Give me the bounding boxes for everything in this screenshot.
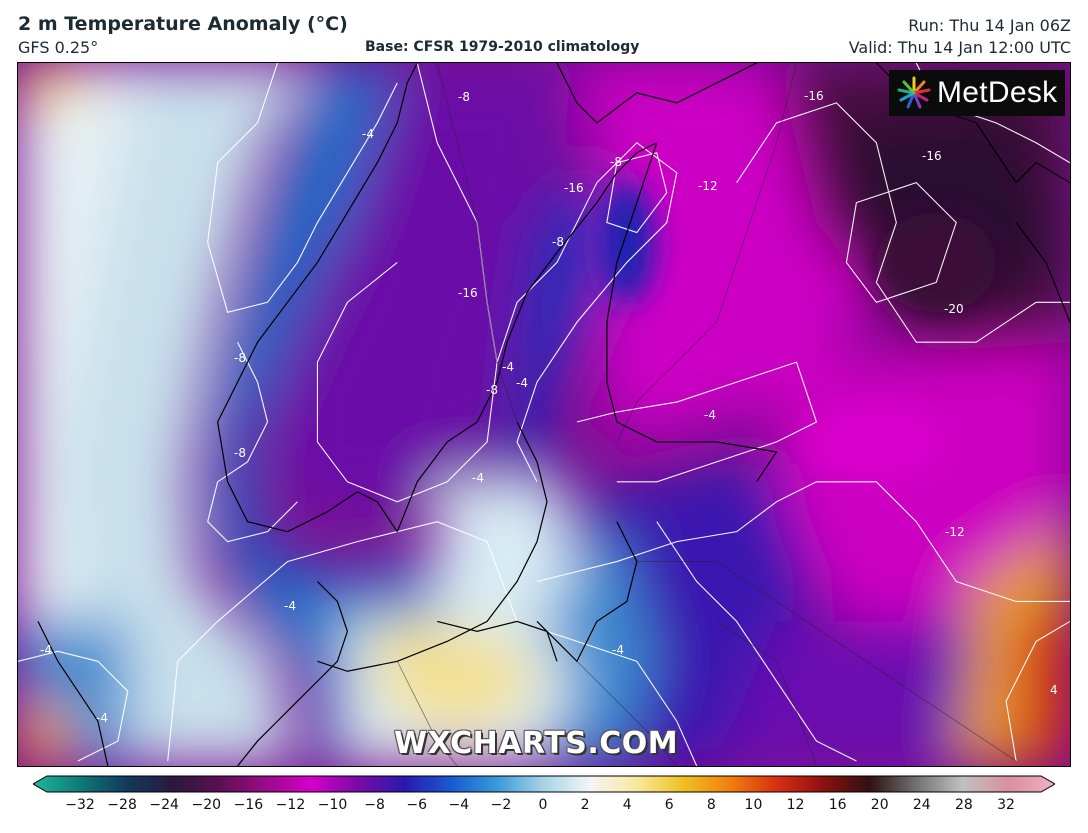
colorbar-tick-label: −28 xyxy=(107,797,137,813)
contour-label: -4 xyxy=(612,643,624,657)
anomaly-map: -8 -16 -4 -8 -16 -12 -16 -8 -16 -20 -8 -… xyxy=(17,62,1071,767)
colorbar-strip xyxy=(31,775,1057,793)
colorbar-tick-label: 6 xyxy=(664,797,674,813)
anomaly-field xyxy=(18,63,1070,766)
contour-label: -12 xyxy=(945,525,965,539)
colorbar-tick-label: −20 xyxy=(191,797,222,813)
contour-label: -4 xyxy=(284,599,296,613)
colorbar-tick-label: 8 xyxy=(706,797,716,813)
colorbar-tick-label: 16 xyxy=(828,797,847,813)
contour-label: -4 xyxy=(704,408,716,422)
metdesk-logo: MetDesk xyxy=(889,70,1065,116)
contour-label: -8 xyxy=(234,351,246,365)
colorbar-tick-label: −16 xyxy=(233,797,264,813)
colorbar-tick-label: 2 xyxy=(580,797,590,813)
colorbar-tick-label: 20 xyxy=(870,797,889,813)
colorbar-tick-label: −8 xyxy=(364,797,385,813)
contour-label: -8 xyxy=(458,90,470,104)
colorbar-tick-label: 24 xyxy=(912,797,931,813)
colorbar-tick-label: 32 xyxy=(997,797,1015,813)
colorbar-tick-label: −4 xyxy=(448,797,470,813)
colorbar-tick-label: 0 xyxy=(538,797,548,813)
model-name: GFS 0.25° xyxy=(18,38,99,57)
contour-label: -16 xyxy=(458,286,478,300)
contour-label: -16 xyxy=(564,181,584,195)
chart-title: 2 m Temperature Anomaly (°C) xyxy=(18,13,348,35)
colorbar-tick-label: 4 xyxy=(622,797,632,813)
wxcharts-watermark: WXCHARTS.COM xyxy=(394,726,679,761)
contour-label: -8 xyxy=(610,155,622,169)
metdesk-starburst-icon xyxy=(897,76,931,109)
contour-label: -4 xyxy=(516,376,528,390)
contour-label: -8 xyxy=(486,383,498,397)
contour-label: -8 xyxy=(552,235,564,249)
contour-label: -20 xyxy=(944,302,964,316)
colorbar-tick-label: 10 xyxy=(744,797,763,813)
colorbar-tick-label: −6 xyxy=(406,797,428,813)
contour-label: -12 xyxy=(698,179,718,193)
contour-label: -4 xyxy=(96,711,108,725)
run-time: Run: Thu 14 Jan 06Z xyxy=(908,16,1071,35)
contour-label: -4 xyxy=(502,360,514,374)
contour-label: -4 xyxy=(40,643,52,657)
contour-label: -4 xyxy=(362,127,374,141)
colorbar-tick-label: −24 xyxy=(149,797,179,813)
colorbar-tick-label: −32 xyxy=(65,797,95,813)
contour-label: 4 xyxy=(1050,683,1058,697)
base-climatology: Base: CFSR 1979-2010 climatology xyxy=(365,39,640,55)
contour-label: -8 xyxy=(234,446,246,460)
contour-label: -16 xyxy=(804,89,824,103)
colorbar-tick-label: 12 xyxy=(786,797,805,813)
contour-label: -4 xyxy=(472,471,484,485)
colorbar-tick-label: −2 xyxy=(490,797,512,813)
valid-time: Valid: Thu 14 Jan 12:00 UTC xyxy=(848,38,1071,57)
colorbar-tick-label: 28 xyxy=(954,797,973,813)
metdesk-logo-text: MetDesk xyxy=(937,76,1058,109)
colorbar-tick-label: −12 xyxy=(275,797,306,813)
colorbar-tick-label: −10 xyxy=(317,797,348,813)
contour-label: -16 xyxy=(922,149,942,163)
colorbar-ticks: −32 −28 −24 −20 −16 −12 −10 −8 −6 −4 −2 0 2 4 6 8 10 12 16… xyxy=(0,797,1088,817)
colorbar xyxy=(31,775,1057,793)
